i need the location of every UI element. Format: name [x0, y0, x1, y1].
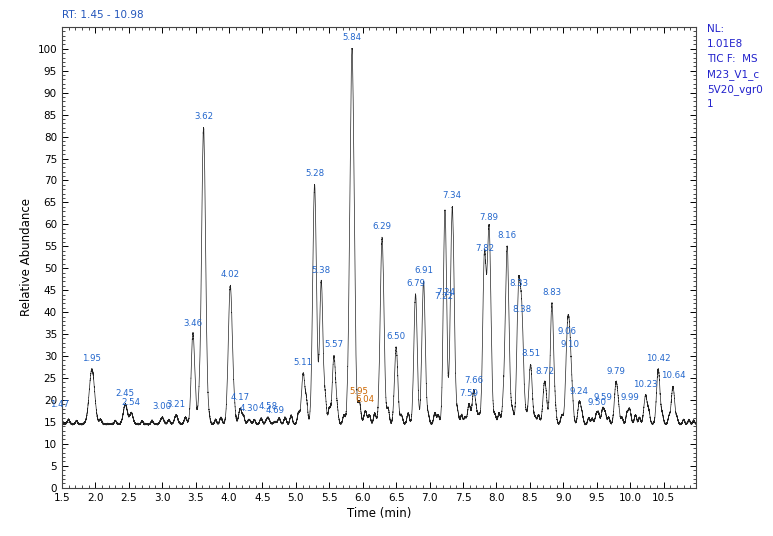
Text: 3.46: 3.46 [183, 318, 203, 327]
Text: 4.30: 4.30 [240, 404, 259, 413]
Text: 7.34: 7.34 [443, 191, 462, 200]
Text: M23_V1_c: M23_V1_c [707, 69, 759, 80]
Text: 2.45: 2.45 [116, 389, 135, 398]
Text: 4.17: 4.17 [231, 393, 250, 402]
Text: 4.58: 4.58 [258, 402, 278, 411]
X-axis label: Time (min): Time (min) [346, 507, 411, 520]
Text: 8.51: 8.51 [521, 349, 540, 358]
Text: 10.23: 10.23 [633, 380, 658, 389]
Text: 7.89: 7.89 [479, 213, 499, 222]
Text: 1.01E8: 1.01E8 [707, 39, 744, 49]
Text: NL:: NL: [707, 24, 724, 34]
Text: 6.50: 6.50 [386, 332, 406, 341]
Text: 9.24: 9.24 [570, 386, 589, 396]
Text: 5.57: 5.57 [325, 340, 343, 349]
Text: 5.84: 5.84 [342, 33, 362, 42]
Text: 4.02: 4.02 [221, 270, 240, 279]
Text: 1: 1 [707, 99, 714, 109]
Text: 6.04: 6.04 [356, 396, 375, 404]
Text: 1.95: 1.95 [83, 354, 101, 363]
Text: RT: 1.45 - 10.98: RT: 1.45 - 10.98 [62, 10, 144, 20]
Text: 3.21: 3.21 [167, 400, 186, 409]
Text: 5.11: 5.11 [294, 358, 313, 367]
Text: 9.59: 9.59 [594, 393, 612, 402]
Text: 8.33: 8.33 [509, 279, 528, 288]
Text: 8.16: 8.16 [498, 230, 516, 240]
Text: 9.06: 9.06 [558, 327, 577, 336]
Text: 6.79: 6.79 [406, 279, 425, 288]
Text: 2.54: 2.54 [122, 398, 141, 406]
Text: 6.91: 6.91 [414, 266, 433, 275]
Text: 5.38: 5.38 [312, 266, 331, 275]
Text: 6.29: 6.29 [373, 222, 392, 231]
Text: 8.38: 8.38 [512, 306, 531, 314]
Text: 3.00: 3.00 [152, 402, 172, 411]
Text: 5.95: 5.95 [350, 386, 369, 396]
Text: 9.79: 9.79 [607, 367, 625, 376]
Text: 5V20_vgr0: 5V20_vgr0 [707, 84, 763, 95]
Text: 10.64: 10.64 [661, 371, 686, 380]
Text: 1.47: 1.47 [50, 400, 70, 409]
Text: 8.72: 8.72 [535, 367, 554, 376]
Text: 8.83: 8.83 [543, 288, 561, 297]
Text: 7.22: 7.22 [434, 292, 454, 301]
Text: 4.69: 4.69 [266, 406, 284, 415]
Text: 9.10: 9.10 [560, 340, 580, 349]
Text: 7.66: 7.66 [464, 376, 483, 385]
Text: TIC F:  MS: TIC F: MS [707, 54, 758, 64]
Text: 7.24: 7.24 [436, 288, 455, 297]
Text: 7.59: 7.59 [459, 389, 478, 398]
Text: 7.82: 7.82 [475, 244, 494, 253]
Text: 9.50: 9.50 [587, 398, 606, 406]
Text: 3.62: 3.62 [194, 112, 213, 121]
Y-axis label: Relative Abundance: Relative Abundance [20, 198, 33, 316]
Text: 5.28: 5.28 [305, 169, 324, 178]
Text: 10.42: 10.42 [646, 354, 670, 363]
Text: 9.99: 9.99 [620, 393, 638, 402]
